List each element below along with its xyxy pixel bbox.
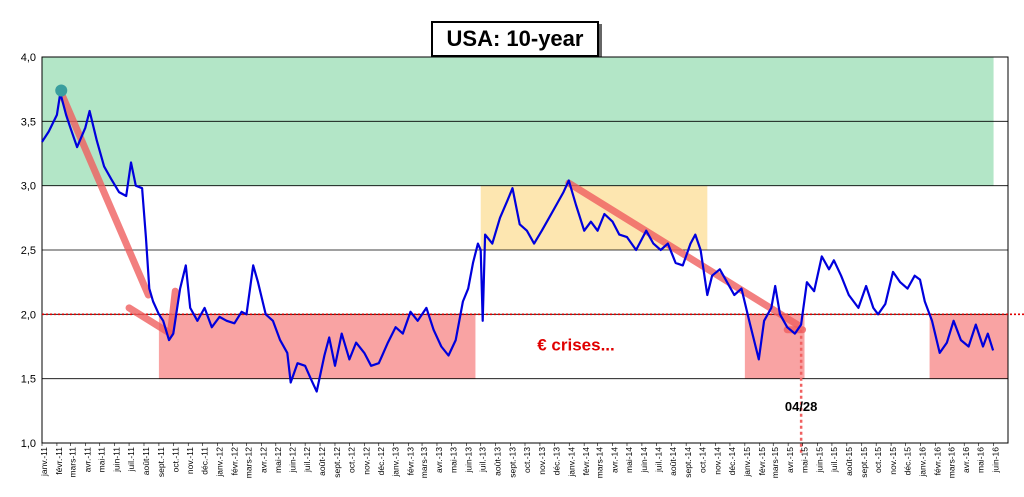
x-tick-label: janv.-14	[566, 447, 576, 478]
x-tick-label: avr.-13	[434, 447, 444, 473]
series-line-0	[41, 91, 995, 393]
x-tick-label: mars-14	[595, 447, 605, 478]
x-tick-label: févr.-14	[581, 447, 591, 476]
x-tick-label: juil.-12	[302, 447, 312, 473]
x-tick-label: janv.-16	[917, 447, 927, 478]
x-tick-label: janv.-12	[215, 447, 225, 478]
x-tick-label: sept.-11	[156, 447, 166, 477]
x-tick-label: août-12	[317, 447, 327, 476]
y-tick-label: 3,5	[21, 116, 36, 128]
peak-marker	[55, 84, 68, 97]
x-tick-label: nov.-14	[713, 447, 723, 475]
x-tick-label: juil.-15	[829, 447, 839, 473]
trend-line-2	[166, 287, 179, 338]
x-tick-label: janv.-13	[391, 447, 401, 478]
x-tick-label: août-15	[844, 447, 854, 476]
x-tick-label: mai-15	[800, 447, 810, 473]
x-tick-label: nov.-15	[888, 447, 898, 475]
x-tick-label: déc.-13	[551, 447, 561, 476]
x-tick-label: oct.-12	[346, 447, 356, 473]
x-tick-label: juin-16	[991, 447, 1001, 474]
trend-line-1	[125, 304, 174, 338]
x-tick-label: mars-13	[419, 447, 429, 478]
y-tick-label: 1,5	[21, 374, 36, 386]
x-tick-label: avr.-11	[82, 447, 92, 473]
trend-line-0	[57, 89, 152, 299]
x-tick-label: déc.-11	[200, 447, 210, 475]
x-tick-label: juin-13	[463, 447, 473, 474]
x-tick-label: avr.-14	[610, 447, 620, 473]
x-tick-label: sept.-14	[683, 447, 693, 478]
x-tick-label: sept.-13	[508, 447, 518, 478]
x-tick-label: sept.-12	[332, 447, 342, 478]
x-tick-label: févr.-16	[932, 447, 942, 476]
x-tick-label: févr.-15	[757, 447, 767, 476]
x-tick-label: mars-11	[67, 447, 77, 478]
x-tick-label: déc.-12	[376, 447, 386, 476]
x-tick-label: mai-14	[624, 447, 634, 473]
x-tick-label: mai-13	[448, 447, 458, 473]
x-tick-label: juin-15	[814, 447, 824, 474]
x-tick-label: févr.-12	[230, 447, 240, 476]
x-tick-label: févr.-11	[54, 447, 64, 475]
y-tick-label: 4,0	[21, 52, 36, 64]
x-tick-label: juil.-13	[478, 447, 488, 473]
x-tick-label: mai-16	[976, 447, 986, 473]
trend-line-3	[565, 179, 801, 329]
x-tick-label: juin-11	[112, 447, 122, 473]
x-tick-label: nov.-13	[537, 447, 547, 475]
chart-title: USA: 10-year	[431, 21, 599, 57]
x-tick-label: nov.-11	[185, 447, 195, 474]
x-tick-label: juin-14	[639, 447, 649, 474]
x-tick-label: août-11	[141, 447, 151, 475]
x-tick-label: févr.-13	[406, 447, 416, 476]
x-tick-label: oct.-13	[522, 447, 532, 473]
x-tick-label: oct.-14	[698, 447, 708, 473]
x-tick-label: oct.-11	[170, 447, 180, 473]
x-tick-label: avr.-15	[785, 447, 795, 473]
x-tick-label: mars-16	[946, 447, 956, 478]
y-tick-label: 3,0	[21, 181, 36, 193]
y-tick-label: 2,5	[21, 245, 36, 257]
x-tick-label: janv.-11	[39, 447, 49, 477]
x-tick-label: juil.-14	[653, 447, 663, 473]
x-tick-label: juil.-11	[126, 447, 136, 473]
x-tick-label: août-13	[493, 447, 503, 476]
red-zone-2	[158, 314, 476, 379]
x-tick-label: avr.-16	[961, 447, 971, 473]
x-tick-label: déc.-15	[903, 447, 913, 476]
x-tick-label: mai-12	[273, 447, 283, 473]
x-tick-label: mars-12	[243, 447, 253, 478]
x-tick-label: janv.-15	[742, 447, 752, 478]
x-tick-label: avr.-12	[258, 447, 268, 473]
date-label: 04/28	[785, 399, 818, 414]
x-tick-label: juin-12	[288, 447, 298, 474]
x-tick-label: déc.-14	[727, 447, 737, 476]
x-tick-label: sept.-15	[859, 447, 869, 478]
x-tick-label: mars-15	[770, 447, 780, 478]
euro-crises-label: € crises...	[537, 335, 615, 354]
x-tick-label: oct.-15	[873, 447, 883, 473]
y-tick-label: 1,0	[21, 438, 36, 450]
y-tick-label: 2,0	[21, 309, 36, 321]
x-tick-label: août-14	[668, 447, 678, 476]
x-tick-label: mai-11	[97, 447, 107, 473]
x-tick-label: nov.-12	[361, 447, 371, 475]
